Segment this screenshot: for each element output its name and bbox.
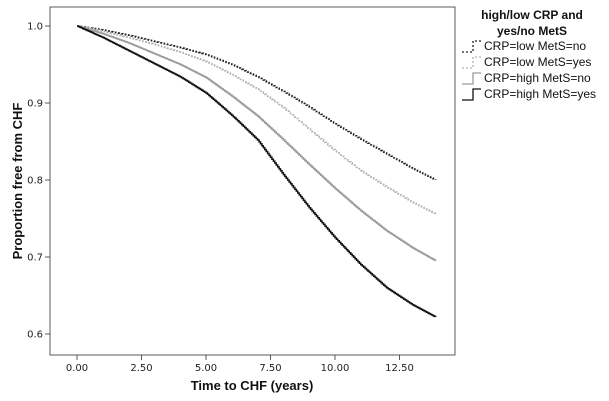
plot-area-frame	[49, 6, 456, 356]
legend-item-3: CRP=high MetS=yes	[462, 87, 596, 101]
y-tick-label-0: 0.6	[27, 330, 43, 341]
legend-item-2: CRP=high MetS=no	[462, 71, 591, 85]
legend-label-3: CRP=high MetS=yes	[484, 87, 596, 101]
x-axis-title: Time to CHF (years)	[191, 378, 314, 393]
legend: high/low CRP and yes/no MetS CRP=low Met…	[462, 8, 596, 101]
x-tick-label-5: 12.50	[385, 363, 414, 374]
x-tick-label-1: 2.50	[130, 363, 152, 374]
legend-label-2: CRP=high MetS=no	[484, 71, 591, 85]
x-tick-label-2: 5.00	[195, 363, 217, 374]
x-tick-label-0: 0.00	[66, 363, 88, 374]
legend-item-0: CRP=low MetS=no	[462, 39, 586, 53]
x-tick-label-3: 7.50	[259, 363, 281, 374]
y-tick-label-1: 0.7	[27, 253, 43, 264]
y-tick-label-4: 1.0	[27, 22, 43, 33]
y-tick-label-2: 0.8	[27, 176, 43, 187]
x-axis: 0.00 2.50 5.00 7.50 10.00 12.50	[66, 355, 414, 374]
series-line-1	[77, 25, 437, 215]
series-line-2	[77, 25, 437, 261]
x-tick-label-4: 10.00	[321, 363, 350, 374]
legend-item-1: CRP=low MetS=yes	[462, 55, 591, 69]
legend-label-1: CRP=low MetS=yes	[484, 55, 591, 69]
legend-title-line2: yes/no MetS	[497, 24, 567, 38]
legend-swatch-0	[462, 40, 481, 53]
legend-swatch-1	[462, 56, 481, 69]
y-axis-title: Proportion free from CHF	[10, 103, 25, 260]
series-lines	[77, 25, 437, 318]
y-axis: 0.6 0.7 0.8 0.9 1.0	[27, 22, 50, 341]
legend-swatch-2	[462, 72, 481, 85]
legend-swatch-3	[462, 88, 481, 101]
legend-title-line1: high/low CRP and	[481, 8, 583, 22]
y-tick-label-3: 0.9	[27, 99, 43, 110]
series-line-3	[77, 25, 437, 318]
legend-label-0: CRP=low MetS=no	[484, 39, 586, 53]
